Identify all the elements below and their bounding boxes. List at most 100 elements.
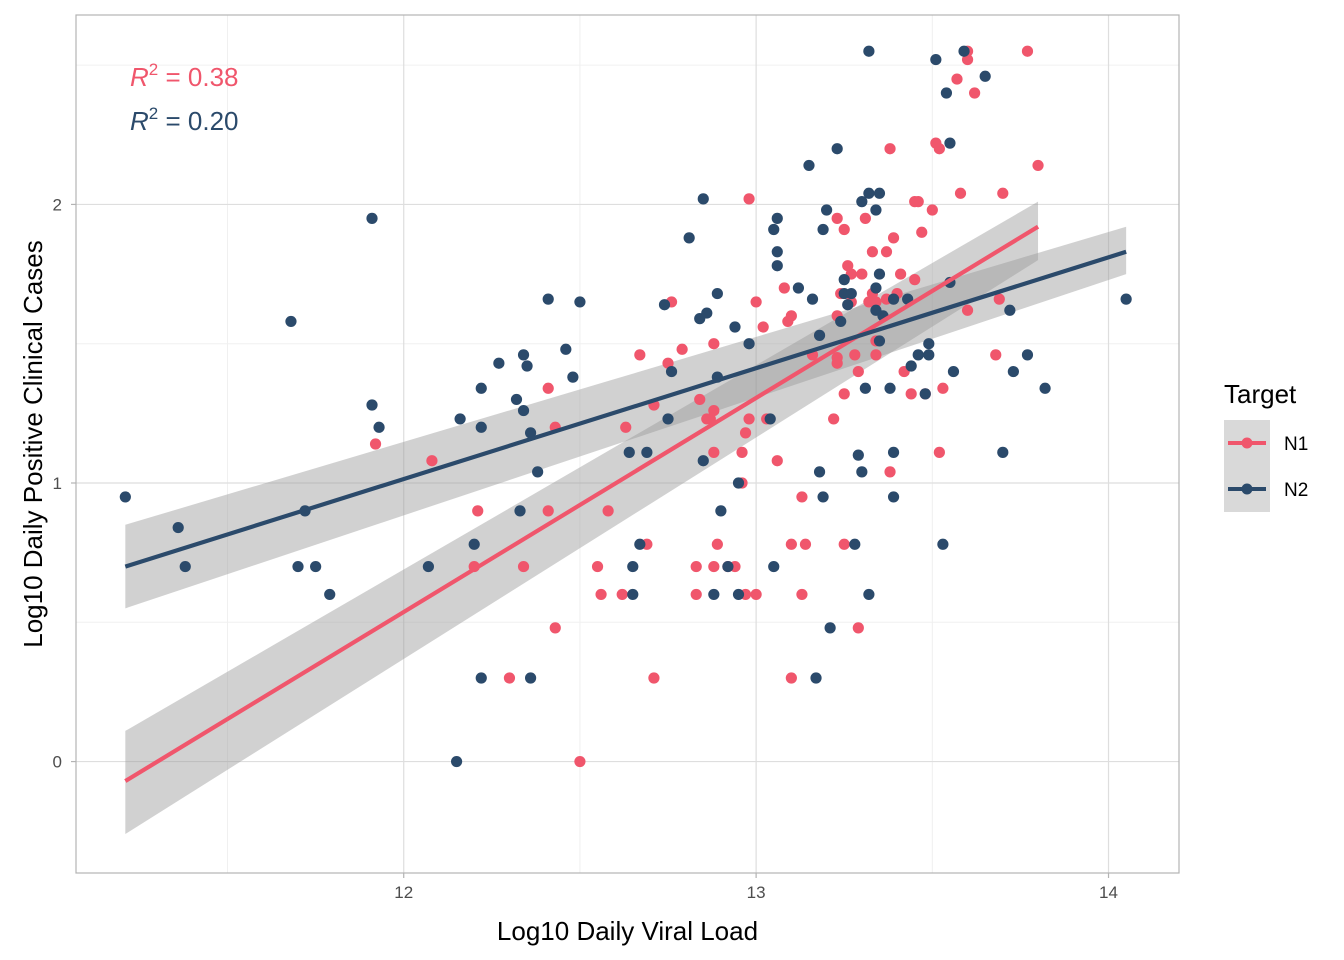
data-point-n2 xyxy=(524,672,537,684)
data-point-n1 xyxy=(542,382,554,394)
data-point-n1 xyxy=(916,226,928,238)
data-point-n2 xyxy=(658,299,671,311)
data-point-n2 xyxy=(831,143,843,155)
data-point-n1 xyxy=(838,223,850,236)
data-point-n2 xyxy=(845,287,857,300)
r-squared-annotations: R2 = 0.38 R2 = 0.20 xyxy=(130,60,238,136)
data-point-n1 xyxy=(778,282,790,294)
data-point-n2 xyxy=(542,293,554,305)
data-point-n1 xyxy=(591,560,604,573)
data-point-n2 xyxy=(813,466,826,478)
data-point-n2 xyxy=(310,560,322,573)
data-point-n1 xyxy=(574,755,586,768)
data-point-n1 xyxy=(993,293,1005,305)
data-point-n2 xyxy=(324,588,336,601)
data-point-n2 xyxy=(873,187,886,199)
data-point-n2 xyxy=(454,413,466,425)
data-point-n2 xyxy=(708,588,720,601)
data-point-n2 xyxy=(1007,365,1019,378)
data-point-n2 xyxy=(475,672,487,684)
data-point-n2 xyxy=(510,393,523,406)
data-point-n2 xyxy=(979,70,991,82)
data-point-n1 xyxy=(828,413,840,425)
data-point-n1 xyxy=(852,365,864,378)
data-point-n2 xyxy=(887,491,900,503)
data-point-n1 xyxy=(866,246,879,258)
data-point-n2 xyxy=(884,382,896,394)
y-axis-title: Log10 Daily Positive Clinical Cases xyxy=(18,240,48,648)
data-point-n1 xyxy=(842,260,854,272)
data-point-n1 xyxy=(472,505,484,517)
data-point-n2 xyxy=(683,232,695,244)
data-point-n1 xyxy=(634,349,646,361)
r2-symbol: R xyxy=(130,106,149,136)
data-point-n2 xyxy=(768,223,780,236)
data-point-n2 xyxy=(475,421,487,433)
data-point-n2 xyxy=(771,212,783,224)
data-point-n2 xyxy=(373,421,385,433)
legend-label-n1: N1 xyxy=(1284,434,1308,455)
data-point-n1 xyxy=(602,505,614,517)
data-point-n2 xyxy=(493,357,505,369)
data-point-n1 xyxy=(884,143,896,155)
data-point-n2 xyxy=(743,338,755,350)
y-tick-label: 2 xyxy=(53,195,62,214)
x-tick-label: 13 xyxy=(747,883,766,902)
data-point-n1 xyxy=(785,310,797,322)
data-point-n2 xyxy=(1021,349,1034,361)
data-point-n2 xyxy=(930,53,942,66)
data-point-n2 xyxy=(863,187,875,199)
data-point-n1 xyxy=(933,143,945,155)
data-point-n2 xyxy=(722,560,734,573)
data-point-n2 xyxy=(285,315,297,328)
legend-label-n2: N2 xyxy=(1284,480,1308,501)
data-point-n2 xyxy=(912,349,924,361)
data-point-n1 xyxy=(648,672,660,684)
data-point-n1 xyxy=(676,343,688,355)
legend: Target N1 N2 xyxy=(1224,379,1308,512)
data-point-n1 xyxy=(694,393,706,406)
data-point-n2 xyxy=(697,193,709,205)
data-point-n1 xyxy=(750,296,762,308)
data-point-n2 xyxy=(715,505,727,517)
data-point-n2 xyxy=(521,360,533,372)
data-point-n1 xyxy=(739,427,752,439)
data-point-n2 xyxy=(366,212,378,224)
fit-line-n2 xyxy=(124,249,1127,569)
data-point-n2 xyxy=(729,321,741,333)
r2-value: = 0.38 xyxy=(158,62,238,92)
data-point-n2 xyxy=(514,505,526,517)
data-point-n2 xyxy=(711,287,723,300)
data-point-n1 xyxy=(708,338,720,350)
data-point-n2 xyxy=(806,293,819,305)
data-point-n1 xyxy=(711,538,723,550)
data-point-n2 xyxy=(366,399,378,411)
data-point-n1 xyxy=(743,413,755,425)
data-point-n2 xyxy=(517,404,530,417)
data-point-n2 xyxy=(475,382,487,394)
data-point-n2 xyxy=(852,449,864,461)
data-point-n2 xyxy=(947,365,960,378)
data-point-n1 xyxy=(542,505,554,517)
data-point-n1 xyxy=(369,438,382,450)
data-point-n1 xyxy=(785,672,797,684)
data-point-n2 xyxy=(732,588,745,601)
data-point-n1 xyxy=(831,357,843,369)
data-point-n2 xyxy=(940,87,953,99)
x-axis-title: Log10 Daily Viral Load xyxy=(497,916,758,946)
panel-border xyxy=(75,14,1180,874)
data-point-n1 xyxy=(595,588,607,601)
fit-line-n1 xyxy=(124,224,1040,783)
data-point-n2 xyxy=(732,477,745,489)
data-point-n2 xyxy=(524,427,537,439)
data-points xyxy=(119,45,1132,768)
data-point-n2 xyxy=(641,446,653,458)
data-point-n2 xyxy=(958,45,970,57)
r2-annotation-n2: R2 = 0.20 xyxy=(130,104,238,136)
data-point-n2 xyxy=(567,371,579,383)
data-point-n2 xyxy=(627,588,639,601)
data-point-n1 xyxy=(743,193,755,205)
data-point-n1 xyxy=(796,588,808,601)
data-point-n2 xyxy=(697,455,709,467)
